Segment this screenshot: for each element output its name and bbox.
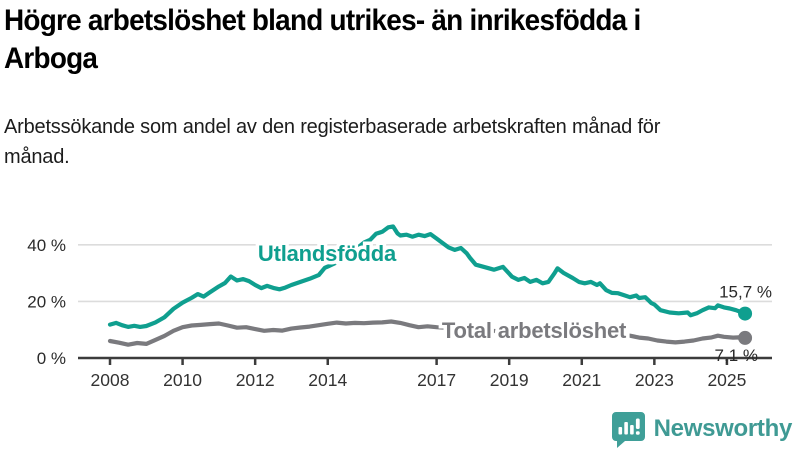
series-end-dot (738, 330, 753, 345)
y-tick-label: 0 % (37, 349, 66, 368)
series-label-utlandsfodda: Utlandsfödda (258, 241, 397, 266)
series-end-dot (738, 306, 753, 321)
end-value-label: 7,1 % (715, 346, 758, 365)
x-tick-label: 2014 (308, 370, 347, 390)
series-line-utlandsfodda (107, 224, 748, 329)
x-tick-label: 2025 (707, 370, 746, 390)
x-tick-label: 2019 (490, 370, 529, 390)
x-tick-label: 2012 (236, 370, 275, 390)
chart-area: 0 % 20 % 40 % 2008 2010 2012 2014 2017 2019 2021 2… (0, 195, 800, 405)
x-tick-label: 2021 (562, 370, 601, 390)
page-title: Högre arbetslöshet bland utrikes- än inr… (4, 4, 641, 75)
series-line-total (107, 319, 748, 347)
x-tick-label: 2017 (417, 370, 456, 390)
unemployment-line-chart: 0 % 20 % 40 % 2008 2010 2012 2014 2017 2019 2021 2… (27, 224, 775, 390)
x-tick-label: 2023 (635, 370, 674, 390)
x-tick-label: 2008 (91, 370, 130, 390)
x-tick-label: 2010 (163, 370, 202, 390)
series-label-total: Total arbetslöshet (442, 318, 627, 343)
y-tick-label: 40 % (27, 236, 66, 255)
page-subtitle: Arbetssökande som andel av den registerb… (4, 116, 661, 168)
y-tick-label: 20 % (27, 292, 66, 311)
brand-name: Newsworthy (653, 415, 793, 442)
brand-footer: Newsworthy (611, 409, 792, 449)
newsworthy-logo-icon (611, 411, 645, 448)
end-value-label: 15,7 % (719, 283, 772, 302)
